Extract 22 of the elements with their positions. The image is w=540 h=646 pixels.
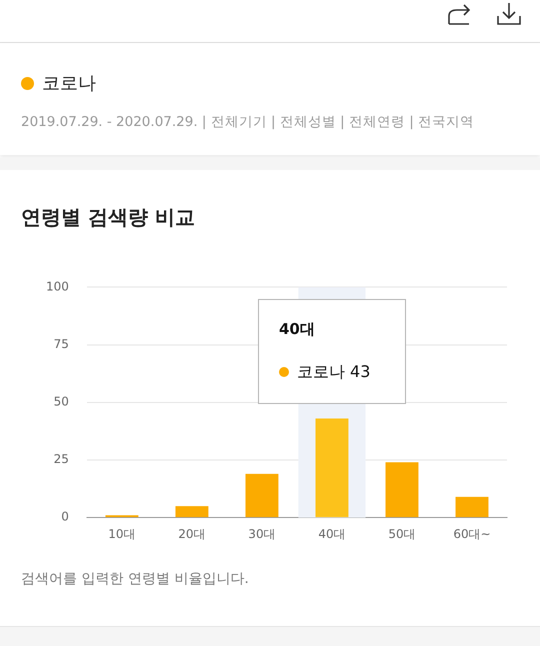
x-tick-label: 30대 bbox=[248, 526, 276, 541]
text: 검색어를 입력한 연령별 비율입니다. bbox=[21, 570, 249, 588]
x-tick-label: 60대~ bbox=[453, 526, 491, 541]
bar bbox=[456, 496, 488, 518]
x-tick-label: 40대 bbox=[318, 526, 346, 541]
bar bbox=[316, 418, 348, 518]
x-tick-label: 20대 bbox=[178, 526, 206, 541]
y-tick-label: 0 bbox=[61, 510, 69, 524]
y-tick-label: 75 bbox=[54, 336, 69, 351]
chart-title: 연령별 검색량 비교 bbox=[21, 204, 195, 231]
y-tick-label: 50 bbox=[54, 394, 69, 409]
y-tick-label: 25 bbox=[54, 452, 69, 466]
annotation: 코로나 43 bbox=[296, 362, 370, 383]
y-tick-label: 100 bbox=[46, 279, 69, 294]
bar bbox=[245, 474, 278, 518]
bar bbox=[386, 462, 418, 518]
legend-label: 코로나 bbox=[42, 72, 96, 95]
x-tick-label: 10대 bbox=[108, 526, 136, 541]
tooltip-box: 40대 코로나 43 bbox=[258, 298, 406, 404]
bar bbox=[175, 506, 208, 518]
chart-subtitle: 2019.07.29. - 2020.07.29. | 전체기기 | 전체성별 | 전체연령 | 전국지역 bbox=[21, 113, 474, 131]
x-tick-label: 50대 bbox=[388, 526, 416, 541]
